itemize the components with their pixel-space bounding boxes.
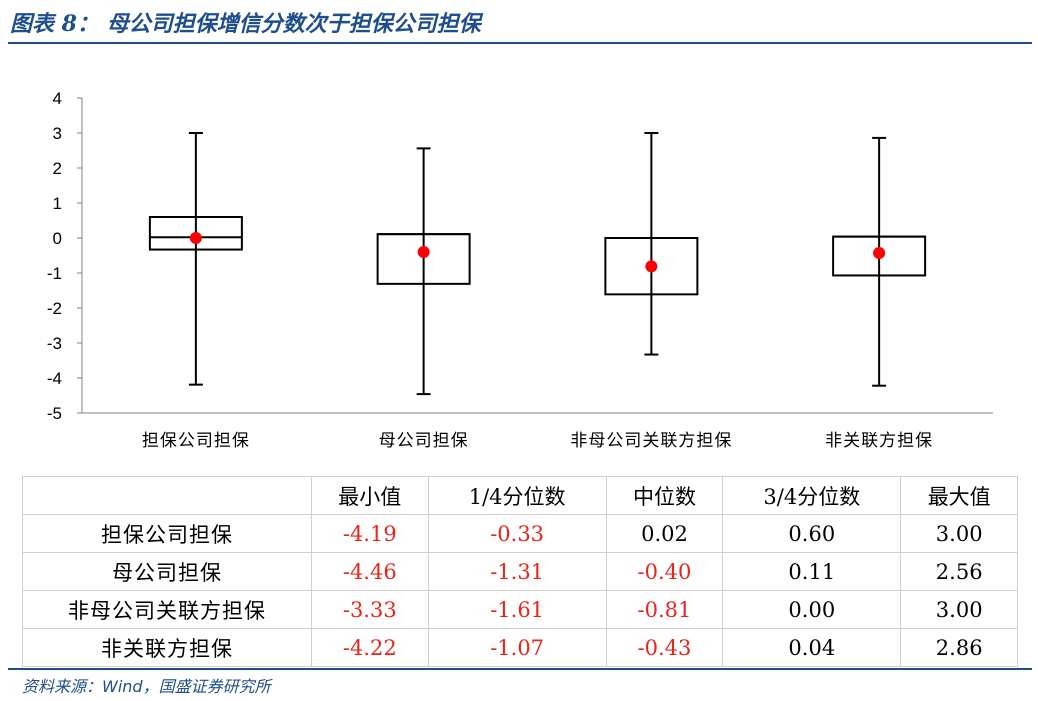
row-label: 担保公司担保 [22, 514, 312, 553]
table-cell: -0.81 [605, 590, 724, 629]
table-header-cell: 中位数 [605, 476, 724, 515]
table-cell: -1.07 [427, 628, 607, 667]
table-cell: 2.56 [900, 552, 1018, 591]
table-cell: -4.46 [311, 552, 429, 591]
x-category-label: 担保公司担保 [142, 431, 250, 451]
y-tick-label: 3 [53, 124, 62, 143]
title-divider [8, 42, 1032, 44]
y-tick-label: -4 [47, 369, 62, 388]
table-cell: -3.33 [311, 590, 429, 629]
source-note: 资料来源：Wind，国盛证券研究所 [22, 677, 271, 696]
boxplot-chart: 4 3 2 1 0 -1 -2 -3 -4 -5 担保公司担保 母公司担保 非母公司关联方担保 非关联方担… [47, 89, 993, 451]
table-cell: 3.00 [900, 590, 1018, 629]
mean-point [873, 247, 886, 260]
y-tick-label: 1 [53, 194, 62, 213]
table-cell: -1.31 [427, 552, 607, 591]
table-cell: -0.33 [427, 514, 607, 553]
table-cell: 2.86 [900, 628, 1018, 667]
mean-point [645, 260, 658, 273]
y-tick-label: 4 [53, 89, 62, 108]
table-row: 非母公司关联方担保 -3.33 -1.61 -0.81 0.00 3.00 [22, 590, 1018, 629]
table-cell: -4.22 [311, 628, 429, 667]
y-tick-label: 2 [53, 159, 62, 178]
mean-point [189, 232, 202, 244]
table-row: 担保公司担保 -4.19 -0.33 0.02 0.60 3.00 [22, 514, 1018, 553]
x-category-label: 母公司担保 [379, 431, 469, 451]
table-header-cell [22, 476, 312, 515]
table-cell: 3.00 [900, 514, 1018, 553]
figure-title: 图表 8： 母公司担保增信分数次于担保公司担保 [10, 11, 481, 37]
table-row: 母公司担保 -4.46 -1.31 -0.40 0.11 2.56 [22, 552, 1018, 591]
x-category-label: 非关联方担保 [825, 431, 933, 451]
table-row: 非关联方担保 -4.22 -1.07 -0.43 0.04 2.86 [22, 628, 1018, 667]
table-cell: 0.00 [722, 590, 902, 629]
table-cell: 0.04 [722, 628, 902, 667]
table-header-cell: 最大值 [900, 476, 1018, 515]
table-cell: 0.60 [722, 514, 902, 553]
table-header-cell: 3/4分位数 [722, 476, 902, 515]
row-label: 母公司担保 [22, 552, 312, 591]
x-category-label: 非母公司关联方担保 [570, 431, 732, 451]
y-tick-label: 0 [53, 229, 62, 248]
footer-divider [8, 668, 1032, 670]
mean-point [417, 246, 430, 258]
statistics-table: 最小值 1/4分位数 中位数 3/4分位数 最大值 担保公司担保 -4.19 -… [22, 476, 1018, 667]
table-header-cell: 1/4分位数 [427, 476, 607, 515]
table-cell: -0.43 [605, 628, 724, 667]
table-header-row: 最小值 1/4分位数 中位数 3/4分位数 最大值 [22, 476, 1018, 515]
y-tick-label: -5 [47, 404, 62, 423]
y-tick-label: -2 [47, 299, 62, 318]
row-label: 非母公司关联方担保 [22, 590, 312, 629]
table-cell: -0.40 [605, 552, 724, 591]
table-cell: 0.11 [722, 552, 902, 591]
y-tick-label: -1 [47, 264, 62, 283]
table-cell: 0.02 [605, 514, 724, 553]
row-label: 非关联方担保 [22, 628, 312, 667]
table-cell: -4.19 [311, 514, 429, 553]
table-header-cell: 最小值 [311, 476, 429, 515]
y-tick-label: -3 [47, 334, 62, 353]
table-cell: -1.61 [427, 590, 607, 629]
